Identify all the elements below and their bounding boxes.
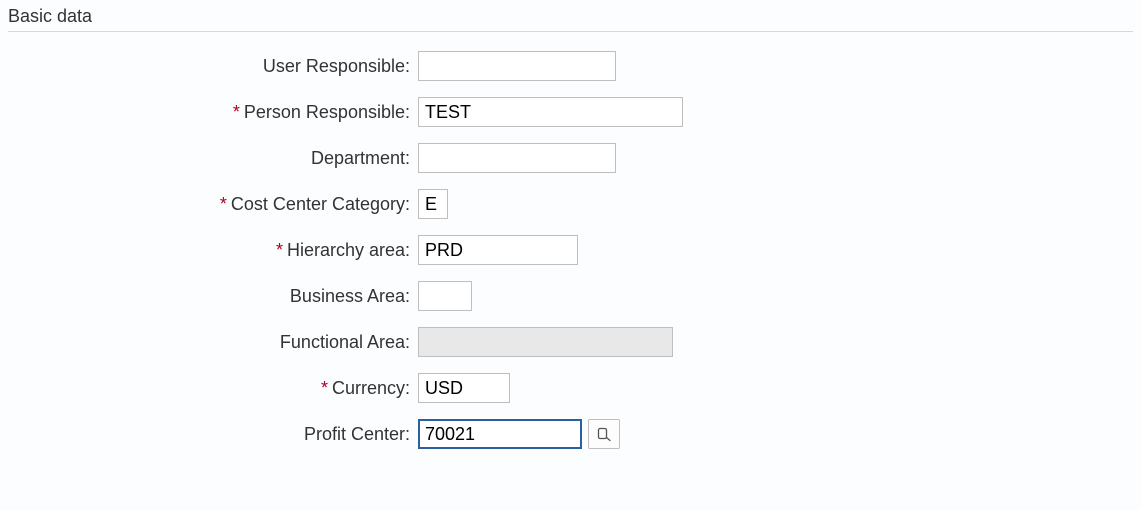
- input-profit-center[interactable]: 70021: [418, 419, 582, 449]
- input-department[interactable]: [418, 143, 616, 173]
- required-mark: *: [233, 102, 240, 122]
- input-user-responsible[interactable]: [418, 51, 616, 81]
- label-hierarchy-area: *Hierarchy area:: [8, 240, 418, 261]
- input-currency[interactable]: USD: [418, 373, 510, 403]
- row-department: Department:: [8, 142, 1133, 174]
- required-mark: *: [321, 378, 328, 398]
- input-cost-center-category[interactable]: E: [418, 189, 448, 219]
- input-hierarchy-area[interactable]: PRD: [418, 235, 578, 265]
- row-person-responsible: *Person Responsible: TEST: [8, 96, 1133, 128]
- label-business-area: Business Area:: [8, 286, 418, 307]
- label-currency: *Currency:: [8, 378, 418, 399]
- basic-data-section: Basic data User Responsible: *Person Res…: [0, 0, 1141, 484]
- label-user-responsible: User Responsible:: [8, 56, 418, 77]
- row-user-responsible: User Responsible:: [8, 50, 1133, 82]
- section-divider: [8, 31, 1133, 32]
- label-cost-center-category: *Cost Center Category:: [8, 194, 418, 215]
- search-icon: [596, 426, 612, 442]
- label-profit-center: Profit Center:: [8, 424, 418, 445]
- required-mark: *: [276, 240, 283, 260]
- required-mark: *: [220, 194, 227, 214]
- profit-center-value-help-button[interactable]: [588, 419, 620, 449]
- label-department: Department:: [8, 148, 418, 169]
- input-business-area[interactable]: [418, 281, 472, 311]
- row-business-area: Business Area:: [8, 280, 1133, 312]
- row-profit-center: Profit Center: 70021: [8, 418, 1133, 450]
- section-title: Basic data: [8, 6, 1133, 27]
- label-person-responsible: *Person Responsible:: [8, 102, 418, 123]
- row-hierarchy-area: *Hierarchy area: PRD: [8, 234, 1133, 266]
- input-person-responsible[interactable]: TEST: [418, 97, 683, 127]
- row-functional-area: Functional Area:: [8, 326, 1133, 358]
- row-cost-center-category: *Cost Center Category: E: [8, 188, 1133, 220]
- row-currency: *Currency: USD: [8, 372, 1133, 404]
- label-functional-area: Functional Area:: [8, 332, 418, 353]
- input-functional-area: [418, 327, 673, 357]
